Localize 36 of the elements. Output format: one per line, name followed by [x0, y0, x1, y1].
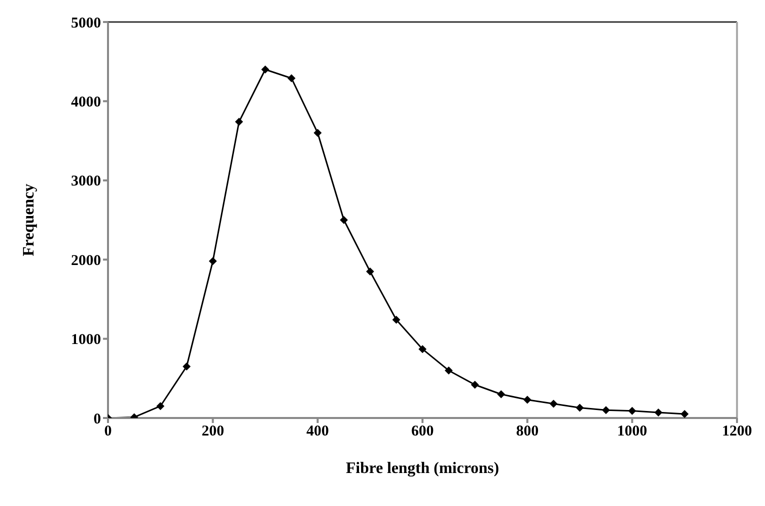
point: [654, 408, 662, 416]
y-tick-label: 4000: [71, 94, 101, 111]
y-tick-label: 2000: [71, 252, 101, 269]
point: [602, 406, 610, 414]
y-axis-title: Frequency: [20, 184, 38, 256]
y-tick-label: 5000: [71, 15, 101, 32]
y-tick-label: 3000: [71, 174, 101, 190]
x-tick-label: 200: [202, 424, 224, 440]
point: [628, 406, 636, 415]
x-tick-label: 400: [306, 424, 329, 440]
point: [392, 316, 400, 324]
x-tick-label: 800: [516, 424, 539, 440]
x-tick-label: 1200: [722, 424, 752, 440]
x-tick-label: 0: [104, 424, 112, 440]
point: [366, 267, 374, 276]
point: [314, 128, 322, 137]
point: [418, 345, 426, 354]
x-axis-title: Fibre length (microns): [346, 460, 500, 477]
point: [182, 362, 191, 371]
point: [470, 380, 479, 389]
point: [156, 402, 164, 410]
point: [550, 400, 558, 408]
point: [340, 216, 348, 224]
point: [208, 257, 217, 266]
y-tick-label: 1000: [71, 332, 101, 348]
point: [235, 118, 244, 126]
x-tick-label: 1000: [617, 424, 648, 440]
x-tick-label: 600: [411, 424, 434, 440]
y-tick-label: 0: [94, 411, 101, 428]
point: [287, 74, 296, 82]
point: [261, 66, 270, 74]
point: [497, 390, 506, 398]
point: [680, 410, 689, 418]
point: [576, 404, 584, 412]
point: [523, 396, 532, 404]
point: [444, 366, 453, 374]
